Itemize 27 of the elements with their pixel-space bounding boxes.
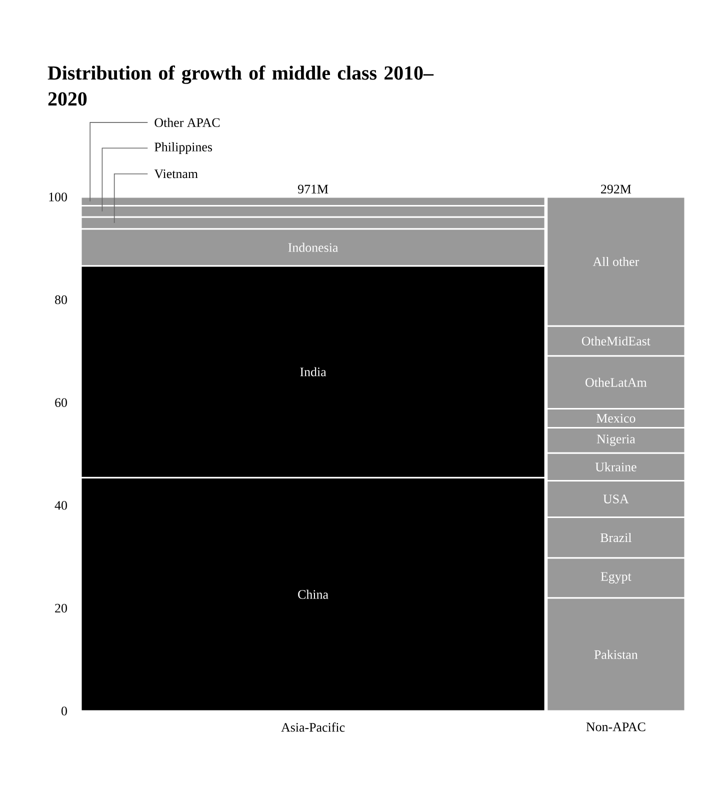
series-label: Mexico [596, 414, 636, 423]
y-tick-label: 100 [49, 192, 67, 202]
x-tick-label: Asia-Pacific [281, 722, 345, 732]
y-tick-label: 0 [62, 706, 67, 716]
series-label: Indonesia [288, 242, 338, 252]
series-label: Nigeria [596, 434, 636, 446]
series-label: OtheMidEast [582, 336, 650, 346]
x-tick-label: Non-APAC [586, 722, 646, 732]
series-label: USA [603, 494, 629, 504]
series-label: Pakistan [594, 650, 638, 660]
series-label: Brazil [600, 532, 632, 542]
y-tick-label: 80 [55, 295, 67, 304]
chart-title: Distribution of growth of middle class 2010–2020 [48, 66, 434, 106]
text: Vietnam [154, 169, 198, 178]
series-label: India [300, 367, 326, 376]
y-tick-label: 20 [55, 604, 67, 613]
text: Philippines [154, 142, 212, 154]
series-label: Egypt [600, 572, 632, 584]
annotation: 971M [298, 184, 328, 194]
y-tick-label: 60 [55, 398, 67, 407]
series-label: Ukraine [595, 462, 636, 472]
y-tick-label: 40 [54, 501, 67, 510]
annotation: 292M [601, 184, 632, 194]
series-label: All other [592, 256, 640, 266]
series-label: OtheLatAm [586, 378, 647, 387]
text: Other APAC [154, 118, 220, 128]
series-label: China [298, 590, 328, 599]
